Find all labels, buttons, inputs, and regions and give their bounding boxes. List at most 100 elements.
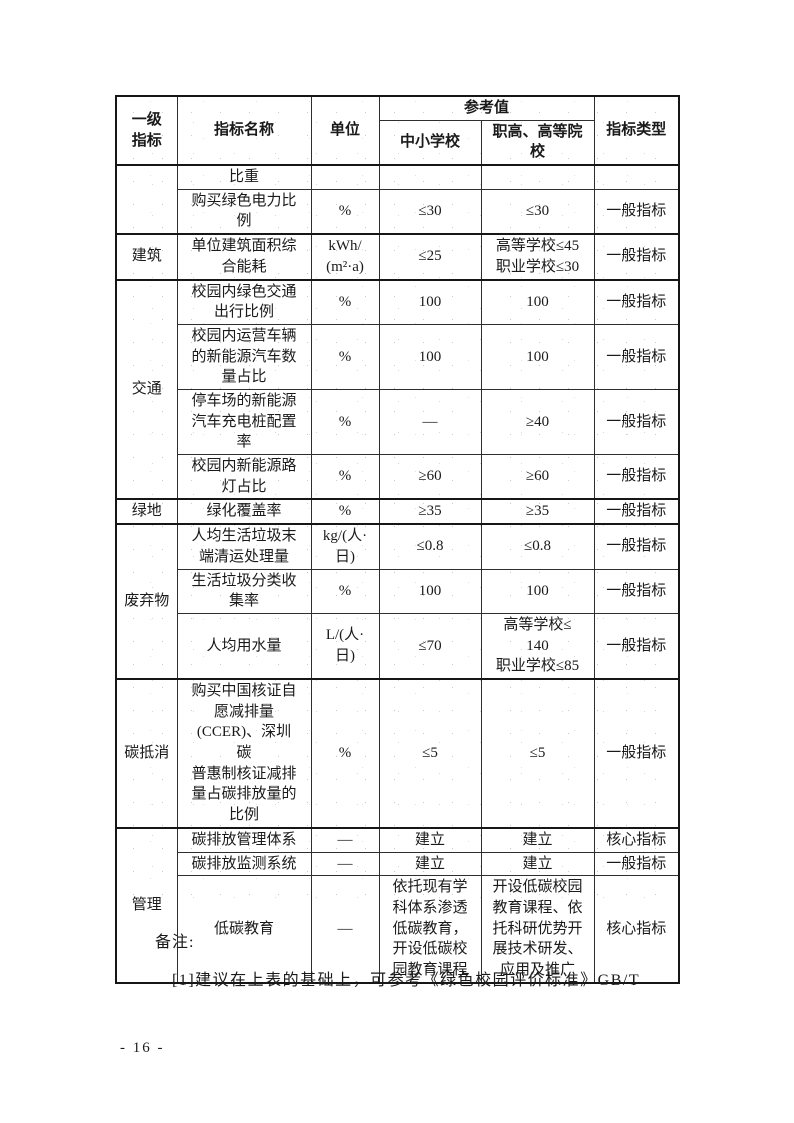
indicator-type-cell	[593, 164, 680, 190]
indicator-type-cell: 一般指标	[593, 678, 680, 829]
group-cell-carbon-offset: 碳抵消	[115, 678, 178, 829]
header-reference-value: 参考值	[378, 95, 595, 121]
primary-school-value-cell: 建立	[378, 851, 482, 877]
table-row: 管理 碳排放管理体系 — 建立 建立 核心指标	[115, 826, 680, 984]
header-unit: 单位	[310, 95, 380, 167]
page-number: - 16 -	[120, 1040, 165, 1056]
indicator-name-cell: 校园内绿色交通出行比例	[176, 278, 312, 325]
unit-cell: —	[310, 826, 380, 853]
header-vocational-higher-schools: 职高、高等院校	[480, 119, 595, 167]
table-row: 校园内新能源路灯占比 % ≥60 ≥60 一般指标	[116, 454, 680, 500]
table-row: 废弃物 人均生活垃圾末端清运处理量 kg/(人· 日) ≤0.8 ≤0.8 一般…	[115, 523, 680, 680]
unit-cell: %	[310, 678, 380, 829]
unit-cell: %	[310, 568, 380, 614]
vocational-value-cell: 100	[480, 278, 595, 325]
indicator-name-cell: 碳排放管理体系	[176, 826, 312, 853]
table-row: 人均用水量 L/(人· 日) ≤70 高等学校≤ 140 职业学校≤85 一般指…	[116, 612, 680, 680]
indicator-type-cell: 一般指标	[593, 323, 680, 390]
vocational-value-cell: ≤5	[480, 678, 595, 829]
table-row: 碳抵消 购买中国核证自 愿减排量 (CCER)、深圳碳 普惠制核证减排 量占碳排…	[115, 678, 680, 829]
group-cell-management: 管理	[115, 826, 178, 984]
indicator-type-cell: 一般指标	[593, 278, 680, 325]
note-line-1: [1]建议在上表的基础上，可参考《绿色校园评价标准》GB/T	[172, 972, 641, 989]
header-indicator-type: 指标类型	[593, 95, 680, 167]
indicator-type-cell: 一般指标	[593, 612, 680, 680]
table-row: 碳排放监测系统 — 建立 建立 一般指标	[116, 851, 680, 877]
vocational-value-cell: ≥40	[480, 388, 595, 456]
indicator-name-cell: 比重	[176, 164, 312, 190]
table-row: 比重	[115, 164, 680, 235]
indicator-name-cell: 单位建筑面积综合能耗	[176, 233, 312, 281]
primary-school-value-cell: ≤0.8	[378, 523, 482, 570]
vocational-value-cell: 100	[480, 568, 595, 614]
vocational-value-cell: ≤0.8	[480, 523, 595, 570]
unit-cell: %	[310, 498, 380, 525]
indicator-name-cell: 校园内新能源路灯占比	[176, 454, 312, 500]
unit-cell: %	[310, 278, 380, 325]
indicator-type-cell: 一般指标	[593, 454, 680, 500]
indicator-type-cell: 一般指标	[593, 498, 680, 525]
vocational-value-cell: 高等学校≤45 职业学校≤30	[480, 233, 595, 281]
vocational-value-cell	[480, 164, 595, 190]
primary-school-value-cell: 100	[378, 568, 482, 614]
primary-school-value-cell: 100	[378, 278, 482, 325]
indicator-type-cell: 一般指标	[593, 523, 680, 570]
unit-cell: %	[310, 188, 380, 235]
primary-school-value-cell: 建立	[378, 826, 482, 853]
indicator-name-cell: 人均生活垃圾末端清运处理量	[176, 523, 312, 570]
table-row: 购买绿色电力比例 % ≤30 ≤30 一般指标	[116, 188, 680, 235]
header-indicator-name: 指标名称	[176, 95, 312, 167]
unit-cell: kg/(人· 日)	[310, 523, 380, 570]
vocational-value-cell: 建立	[480, 826, 595, 853]
table-row: 绿地 绿化覆盖率 % ≥35 ≥35 一般指标	[115, 498, 680, 525]
table-row: 生活垃圾分类收集率 % 100 100 一般指标	[116, 568, 680, 614]
indicator-name-cell: 停车场的新能源汽车充电桩配置率	[176, 388, 312, 456]
group-cell-building: 建筑	[115, 233, 178, 281]
vocational-value-cell: 建立	[480, 851, 595, 877]
unit-cell: —	[310, 875, 380, 984]
indicator-type-cell: 一般指标	[593, 851, 680, 877]
indicator-type-cell: 一般指标	[593, 388, 680, 456]
primary-school-value-cell: ≤5	[378, 678, 482, 829]
indicator-type-cell: 核心指标	[593, 875, 680, 984]
unit-cell	[310, 164, 380, 190]
primary-school-value-cell: 100	[378, 323, 482, 390]
primary-school-value-cell: ≥35	[378, 498, 482, 525]
group-cell-transport: 交通	[115, 278, 178, 500]
group-cell-greenspace: 绿地	[115, 498, 178, 525]
unit-cell: %	[310, 323, 380, 390]
header-level1-indicator: 一级 指标	[115, 95, 178, 167]
unit-cell: kWh/ (m²·a)	[310, 233, 380, 281]
indicator-table: 一级 指标 指标名称 单位 参考值 指标类型 中小学校 职高、高等院校 比重	[115, 95, 681, 984]
unit-cell: —	[310, 851, 380, 877]
indicator-type-cell: 核心指标	[593, 826, 680, 853]
table-row: 交通 校园内绿色交通出行比例 % 100 100 一般指标	[115, 278, 680, 500]
vocational-value-cell: ≤30	[480, 188, 595, 235]
unit-cell: L/(人· 日)	[310, 612, 380, 680]
indicator-name-cell: 人均用水量	[176, 612, 312, 680]
indicator-name-cell: 绿化覆盖率	[176, 498, 312, 525]
vocational-value-cell: 100	[480, 323, 595, 390]
indicator-name-cell: 碳排放监测系统	[176, 851, 312, 877]
indicator-name-cell: 生活垃圾分类收集率	[176, 568, 312, 614]
group-cell-carryover	[115, 164, 178, 235]
notes-label: 备注:	[155, 934, 195, 951]
table-row: 校园内运营车辆的新能源汽车数量占比 % 100 100 一般指标	[116, 323, 680, 390]
indicator-name-cell: 校园内运营车辆的新能源汽车数量占比	[176, 323, 312, 390]
vocational-value-cell: 开设低碳校园 教育课程、依 托科研优势开 展技术研发、 应用及推广	[480, 875, 595, 984]
primary-school-value-cell: ≤70	[378, 612, 482, 680]
indicator-type-cell: 一般指标	[593, 233, 680, 281]
primary-school-value-cell: ≤30	[378, 188, 482, 235]
table-row: 停车场的新能源汽车充电桩配置率 % — ≥40 一般指标	[116, 388, 680, 456]
primary-school-value-cell	[378, 164, 482, 190]
table-row: 建筑 单位建筑面积综合能耗 kWh/ (m²·a) ≤25 高等学校≤45 职业…	[115, 233, 680, 281]
group-cell-waste: 废弃物	[115, 523, 178, 680]
primary-school-value-cell: ≥60	[378, 454, 482, 500]
vocational-value-cell: ≥60	[480, 454, 595, 500]
primary-school-value-cell: ≤25	[378, 233, 482, 281]
unit-cell: %	[310, 388, 380, 456]
vocational-value-cell: ≥35	[480, 498, 595, 525]
indicator-type-cell: 一般指标	[593, 568, 680, 614]
header-primary-secondary-schools: 中小学校	[378, 119, 482, 167]
